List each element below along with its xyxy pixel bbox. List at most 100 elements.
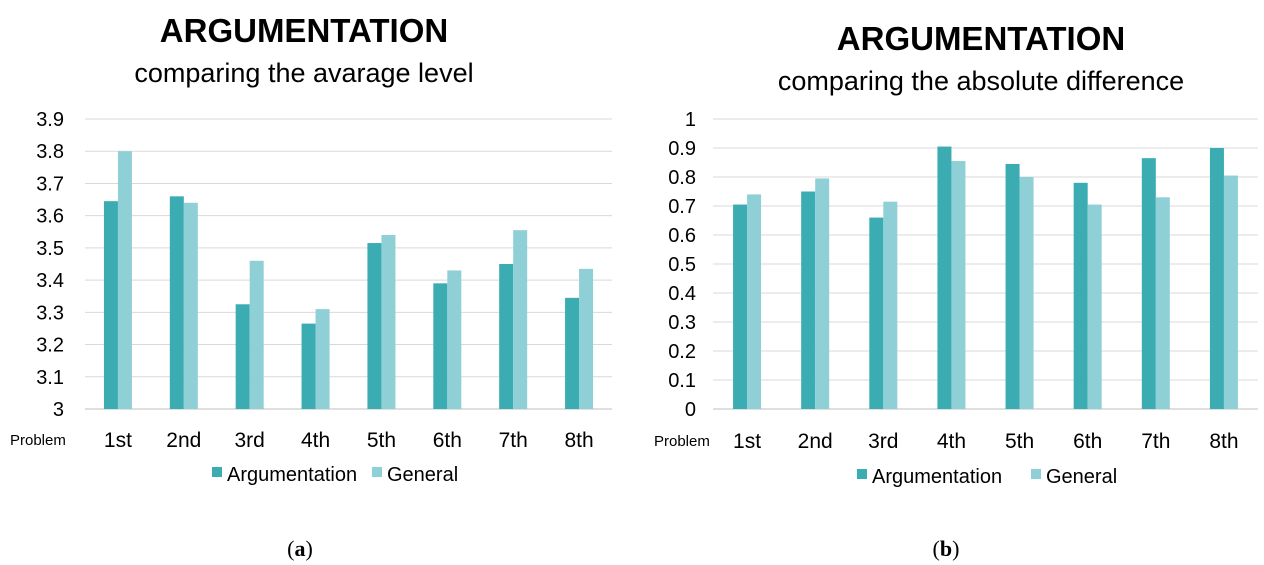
chart-a-ytick-label: 3.6 (36, 206, 64, 228)
chart-b-ytick-label: 0.1 (668, 370, 696, 392)
chart-a-bar-general-1st (117, 151, 132, 409)
chart-a-xtick-label: 1st (104, 429, 132, 452)
chart-a-legend-general: General (387, 464, 458, 486)
chart-b-xtick-label: 8th (1209, 430, 1238, 453)
chart-a-subtitle: comparing the avarage level (134, 58, 473, 88)
chart-b-gridlines (713, 118, 1258, 410)
chart-b-xtick-label: 6th (1073, 430, 1102, 453)
chart-b: ARGUMENTATION comparing the absolute dif… (654, 20, 1258, 561)
chart-a-bar-argumentation-3rd (235, 304, 250, 409)
chart-a-bar-general-8th (579, 268, 594, 409)
chart-a-xtick-label: 5th (367, 429, 396, 452)
chart-b-xtick-label: 5th (1005, 430, 1034, 453)
chart-b-subtitle: comparing the absolute difference (778, 66, 1184, 96)
chart-a-xtick-label: 7th (499, 429, 528, 452)
chart-b-xtick-label: 3rd (868, 430, 898, 453)
chart-b-bar-general-6th (1087, 204, 1102, 409)
chart-a: ARGUMENTATION comparing the avarage leve… (10, 12, 612, 561)
chart-b-title: ARGUMENTATION (837, 20, 1125, 57)
chart-b-ytick-label: 0.2 (668, 341, 696, 363)
chart-b-bar-general-4th (951, 161, 966, 409)
chart-a-xtick-label: 6th (433, 429, 462, 452)
chart-b-bar-argumentation-4th (937, 146, 952, 410)
chart-b-x-axis: 1st 2nd 3rd 4th 5th 6th 7th 8th (733, 430, 1238, 453)
chart-a-bar-general-4th (315, 309, 330, 409)
chart-b-ytick-label: 0.7 (668, 196, 696, 218)
chart-a-xtick-label: 3rd (235, 429, 265, 452)
chart-b-bar-general-5th (1019, 177, 1034, 409)
chart-a-bar-argumentation-4th (301, 323, 316, 409)
chart-b-ytick-label: 0 (685, 399, 696, 421)
chart-a-bar-argumentation-2nd (169, 196, 184, 409)
chart-b-bars (733, 146, 1238, 410)
chart-b-ytick-label: 1 (685, 109, 696, 131)
chart-a-title: ARGUMENTATION (160, 12, 448, 49)
chart-a-bar-argumentation-1st (103, 201, 118, 409)
chart-b-ytick-label: 0.5 (668, 254, 696, 276)
panel-label-a-letter: a (295, 536, 306, 561)
chart-b-xtick-label: 2nd (798, 430, 833, 453)
chart-a-xtick-label: 2nd (166, 429, 201, 452)
chart-a-bar-argumentation-5th (367, 243, 382, 409)
panel-label-a: (a) (287, 536, 313, 561)
chart-b-bar-argumentation-5th (1005, 163, 1020, 409)
chart-a-xtick-label: 4th (301, 429, 330, 452)
chart-a-bar-general-7th (513, 230, 528, 409)
chart-b-bar-general-2nd (815, 178, 830, 409)
chart-a-bar-argumentation-7th (499, 264, 514, 409)
chart-a-legend: Argumentation General (212, 464, 458, 486)
chart-b-bar-argumentation-2nd (801, 191, 816, 409)
chart-b-bar-argumentation-1st (733, 204, 748, 409)
chart-a-bars (103, 151, 594, 409)
chart-b-legend-swatch-argumentation (857, 469, 867, 479)
chart-a-ytick-label: 3.3 (36, 302, 64, 324)
chart-a-legend-swatch-general (372, 467, 382, 477)
chart-b-bar-general-7th (1155, 197, 1170, 409)
chart-a-ytick-label: 3.4 (36, 270, 64, 292)
chart-b-xtick-label: 4th (937, 430, 966, 453)
chart-b-xtick-label: 1st (733, 430, 761, 453)
chart-a-ytick-label: 3.2 (36, 335, 64, 357)
chart-b-y-axis: 0 0.1 0.2 0.3 0.4 0.5 0.6 0.7 0.8 0.9 1 (668, 109, 696, 421)
chart-b-bar-argumentation-8th (1209, 148, 1224, 409)
panel-label-b-letter: b (940, 536, 952, 561)
chart-b-legend-general: General (1046, 466, 1117, 488)
chart-a-category-prefix: Problem (10, 432, 66, 449)
chart-b-ytick-label: 0.8 (668, 167, 696, 189)
chart-a-legend-swatch-argumentation (212, 467, 222, 477)
chart-b-category-prefix: Problem (654, 433, 710, 450)
chart-b-bar-argumentation-7th (1141, 158, 1156, 409)
chart-a-ytick-label: 3.9 (36, 109, 64, 131)
chart-a-bar-general-6th (447, 270, 462, 409)
chart-a-ytick-label: 3.7 (36, 173, 64, 195)
chart-a-ytick-label: 3 (53, 399, 64, 421)
chart-b-legend-argumentation: Argumentation (872, 466, 1002, 488)
chart-a-ytick-label: 3.5 (36, 238, 64, 260)
chart-a-bar-general-3rd (249, 260, 264, 409)
chart-a-xtick-label: 8th (564, 429, 593, 452)
chart-b-ytick-label: 0.3 (668, 312, 696, 334)
chart-a-bar-general-5th (381, 235, 396, 409)
chart-b-ytick-label: 0.6 (668, 225, 696, 247)
chart-a-gridlines (85, 118, 612, 410)
chart-b-bar-argumentation-6th (1073, 182, 1088, 409)
chart-a-ytick-label: 3.1 (36, 367, 64, 389)
chart-a-legend-argumentation: Argumentation (227, 464, 357, 486)
chart-a-x-axis: 1st 2nd 3rd 4th 5th 6th 7th 8th (104, 429, 594, 452)
chart-b-ytick-label: 0.9 (668, 138, 696, 160)
chart-a-bar-general-2nd (183, 202, 198, 409)
chart-b-legend-swatch-general (1031, 469, 1041, 479)
chart-b-ytick-label: 0.4 (668, 283, 696, 305)
panel-label-b: (b) (933, 536, 960, 561)
chart-b-bar-general-1st (747, 194, 762, 409)
chart-a-ytick-label: 3.8 (36, 141, 64, 163)
chart-a-y-axis: 3 3.1 3.2 3.3 3.4 3.5 3.6 3.7 3.8 3.9 (36, 109, 64, 421)
chart-b-legend: Argumentation General (857, 466, 1117, 488)
chart-b-xtick-label: 7th (1141, 430, 1170, 453)
chart-b-bar-general-8th (1223, 175, 1238, 409)
chart-b-bar-argumentation-3rd (869, 217, 884, 409)
chart-b-bar-general-3rd (883, 201, 898, 409)
chart-a-bar-argumentation-8th (565, 297, 580, 409)
chart-a-bar-argumentation-6th (433, 283, 448, 409)
